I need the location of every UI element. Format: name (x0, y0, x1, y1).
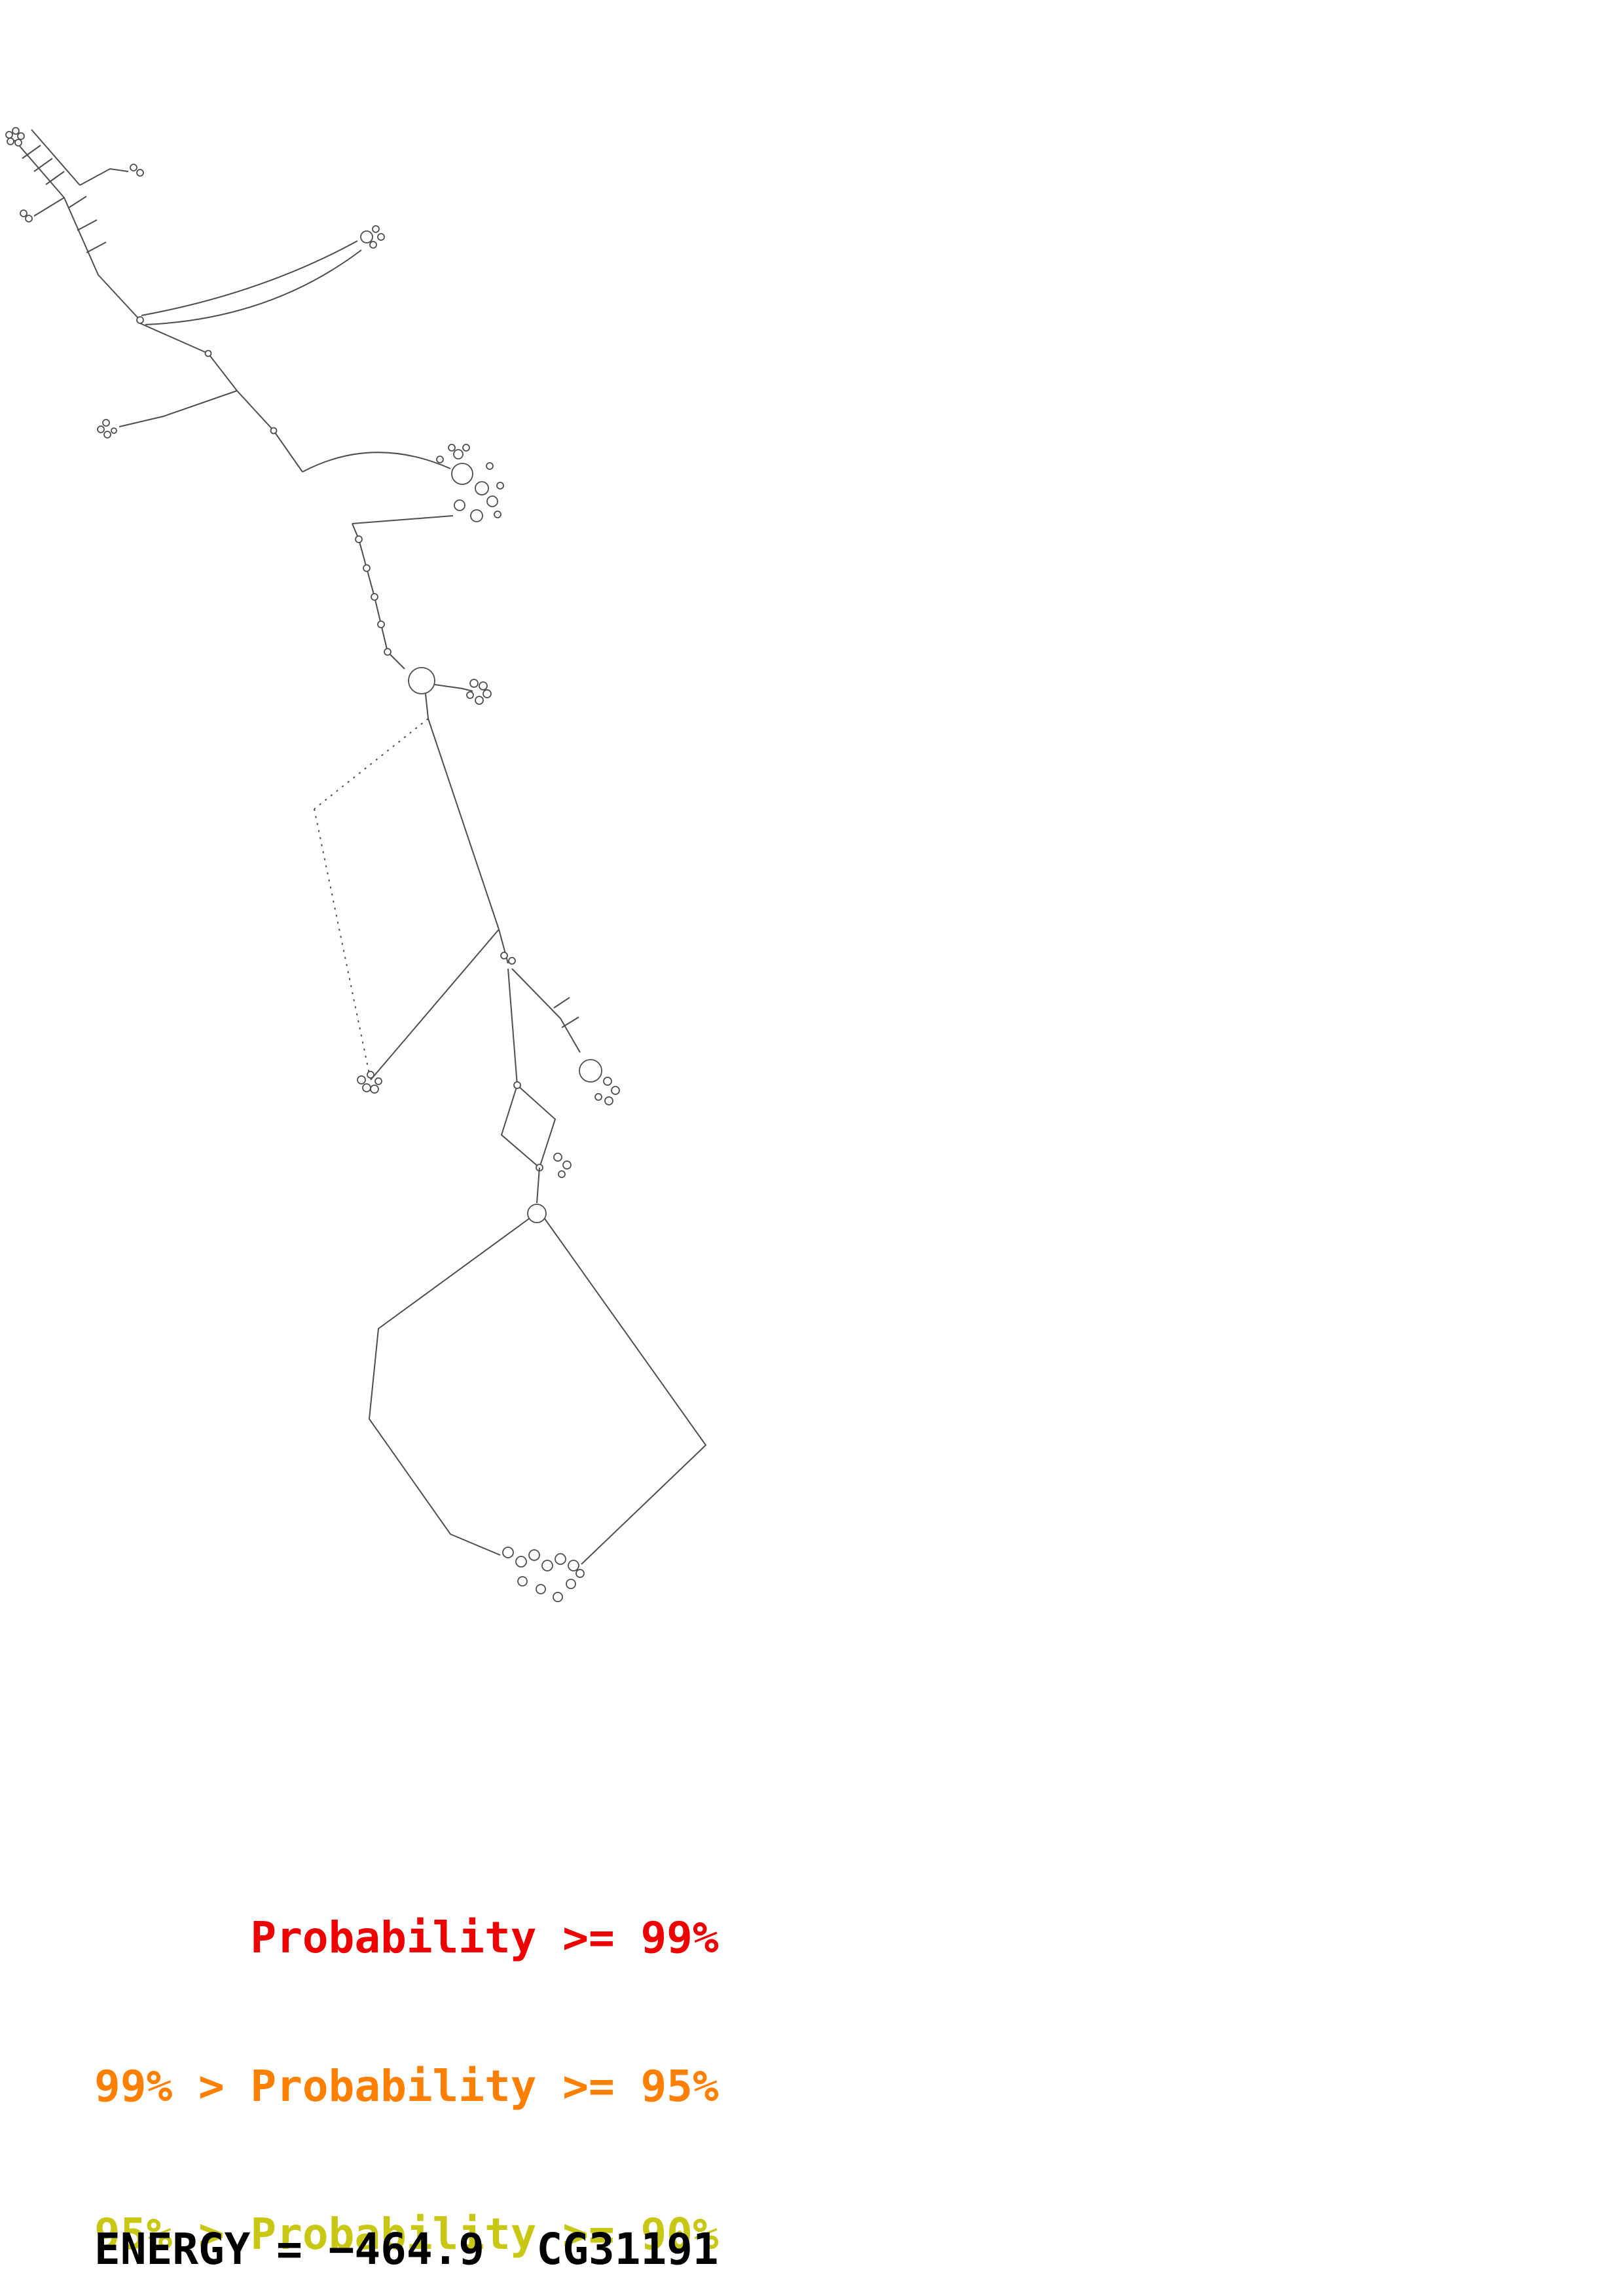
big-bottom-loop (368, 1218, 707, 1602)
long-range-loop (136, 225, 385, 325)
energy-text: ENERGY = −464.9 CG31191 (94, 2224, 719, 2274)
junction-branch (498, 929, 620, 1223)
legend-row-p95: 99% > Probability >= 95% (94, 2060, 719, 2111)
large-quad-loop (314, 718, 500, 1094)
helix-tangle-top (5, 127, 144, 319)
legend-row-p90: 95% > Probability >= 90% (94, 2209, 719, 2259)
main-chain-upper (97, 323, 303, 473)
probability-legend: Probability >= 99% 99% > Probability >= … (94, 1814, 719, 2296)
legend-row-p99: Probability >= 99% (94, 1912, 719, 1963)
interior-loop-chain (352, 523, 492, 719)
multiloop-cluster (302, 444, 504, 524)
